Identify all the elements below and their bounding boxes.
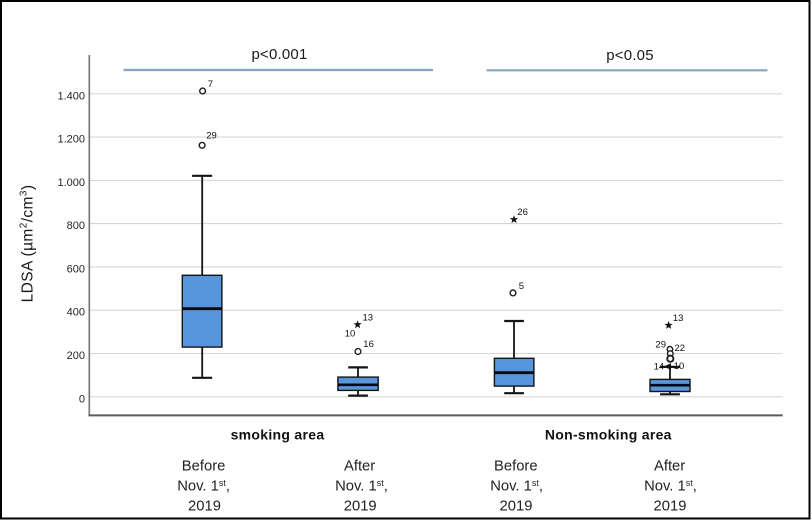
svg-text:Nov. 1st,: Nov. 1st, bbox=[177, 478, 230, 495]
svg-text:10: 10 bbox=[674, 361, 685, 372]
svg-text:600: 600 bbox=[67, 263, 85, 275]
svg-text:13: 13 bbox=[363, 313, 374, 324]
svg-text:1.000: 1.000 bbox=[57, 177, 85, 189]
svg-text:400: 400 bbox=[67, 307, 85, 319]
svg-text:Before: Before bbox=[182, 459, 226, 475]
svg-text:1.400: 1.400 bbox=[57, 90, 85, 102]
svg-text:13: 13 bbox=[673, 313, 684, 324]
svg-text:Nov. 1st,: Nov. 1st, bbox=[644, 478, 697, 495]
svg-text:Nov. 1st,: Nov. 1st, bbox=[335, 478, 388, 495]
svg-text:0: 0 bbox=[79, 393, 85, 405]
svg-text:Non-smoking area: Non-smoking area bbox=[545, 427, 672, 443]
svg-text:10: 10 bbox=[345, 329, 356, 340]
svg-text:LDSA (µm2/cm3): LDSA (µm2/cm3) bbox=[19, 185, 37, 303]
svg-text:smoking area: smoking area bbox=[231, 427, 325, 443]
svg-text:p<0.05: p<0.05 bbox=[606, 47, 654, 64]
svg-text:7: 7 bbox=[208, 79, 213, 90]
svg-text:29: 29 bbox=[655, 339, 666, 350]
svg-text:1.200: 1.200 bbox=[57, 134, 85, 146]
svg-text:Before: Before bbox=[494, 459, 538, 475]
svg-text:2019: 2019 bbox=[654, 498, 687, 514]
svg-text:22: 22 bbox=[675, 343, 686, 354]
svg-text:2019: 2019 bbox=[188, 498, 221, 514]
svg-text:After: After bbox=[344, 459, 375, 475]
svg-text:200: 200 bbox=[67, 350, 85, 362]
svg-text:After: After bbox=[654, 459, 685, 475]
svg-text:5: 5 bbox=[519, 281, 524, 292]
svg-text:14: 14 bbox=[654, 362, 665, 373]
svg-text:2019: 2019 bbox=[500, 498, 533, 514]
svg-text:16: 16 bbox=[363, 339, 374, 350]
svg-text:29: 29 bbox=[206, 131, 217, 142]
svg-text:Nov. 1st,: Nov. 1st, bbox=[490, 478, 543, 495]
svg-text:800: 800 bbox=[67, 220, 85, 232]
svg-text:26: 26 bbox=[517, 207, 528, 218]
svg-text:2019: 2019 bbox=[344, 498, 377, 514]
svg-text:p<0.001: p<0.001 bbox=[251, 46, 307, 63]
